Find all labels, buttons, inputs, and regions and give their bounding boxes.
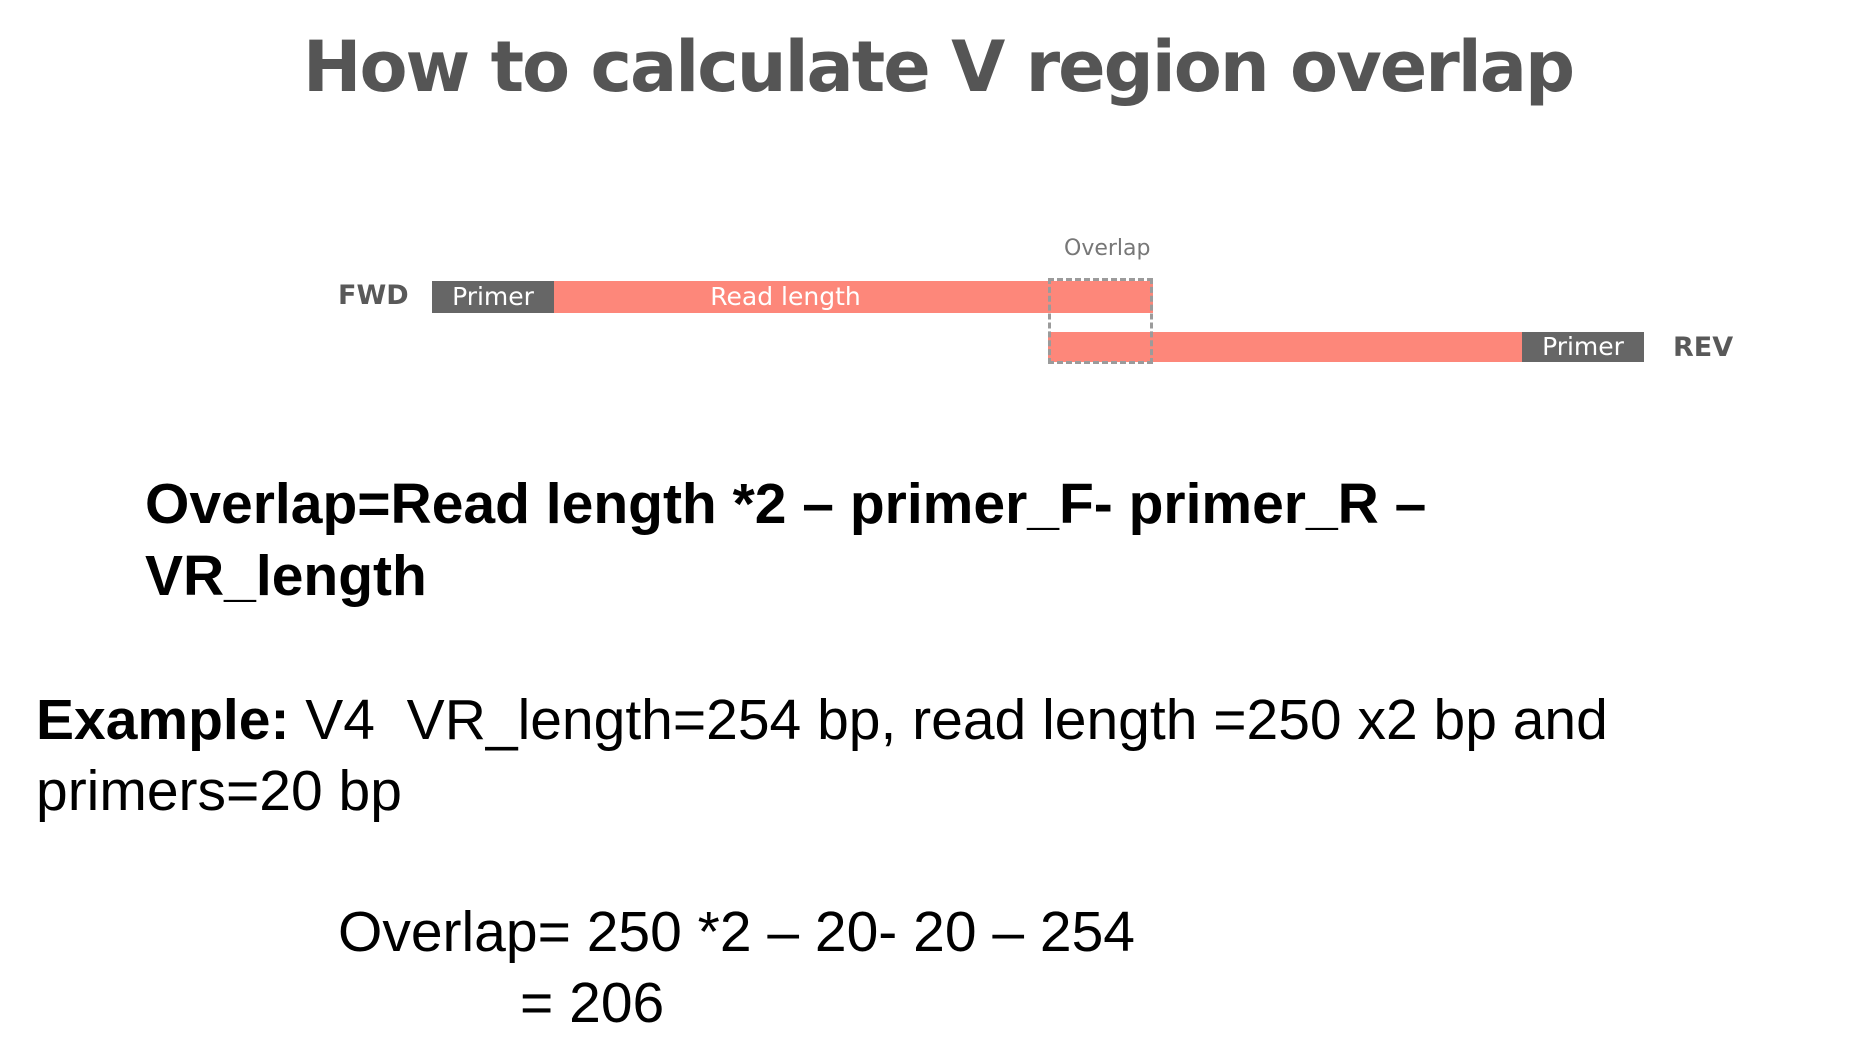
fwd-primer-bar: Primer: [432, 281, 554, 313]
rev-primer-label: Primer: [1542, 332, 1624, 361]
example-line-1: V4 VR_length=254 bp, read length =250 x2…: [289, 688, 1608, 752]
rev-read-bar: [1048, 332, 1522, 362]
read-length-label: Read length: [710, 282, 861, 311]
calculation-line-1: Overlap= 250 *2 – 20- 20 – 254: [338, 900, 1135, 964]
overlap-formula: Overlap=Read length *2 – primer_F- prime…: [145, 468, 1645, 612]
rev-label: REV: [1673, 332, 1734, 363]
calculation-result: = 206: [520, 971, 665, 1035]
example-text: Example: V4 VR_length=254 bp, read lengt…: [36, 685, 1836, 827]
rev-primer-bar: Primer: [1522, 332, 1644, 362]
overlap-label: Overlap: [1064, 236, 1151, 261]
example-line-2: primers=20 bp: [36, 759, 402, 823]
example-prefix: Example:: [36, 688, 290, 752]
fwd-read-bar: Read length: [554, 281, 1153, 313]
fwd-primer-label: Primer: [452, 282, 534, 311]
slide-title: How to calculate V region overlap: [302, 26, 1575, 108]
overlap-region-box: [1048, 278, 1153, 364]
formula-line-2: VR_length: [145, 544, 427, 608]
overlap-diagram: FWD Primer Read length Primer REV Overla…: [0, 0, 1876, 400]
fwd-label: FWD: [338, 280, 409, 311]
formula-line-1: Overlap=Read length *2 – primer_F- prime…: [145, 472, 1427, 536]
